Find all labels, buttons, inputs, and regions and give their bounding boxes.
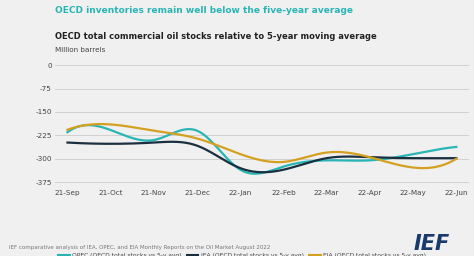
Text: OECD total commercial oil stocks relative to 5-year moving average: OECD total commercial oil stocks relativ… — [55, 32, 376, 41]
Text: IEF: IEF — [414, 234, 450, 254]
Text: IEF comparative analysis of IEA, OPEC, and EIA Monthly Reports on the Oil Market: IEF comparative analysis of IEA, OPEC, a… — [9, 244, 271, 250]
Legend: OPEC (OECD total stocks vs 5-y avg), IEA (OECD total stocks vs 5-y avg), EIA (OE: OPEC (OECD total stocks vs 5-y avg), IEA… — [55, 251, 428, 256]
Text: OECD inventories remain well below the five-year average: OECD inventories remain well below the f… — [55, 6, 353, 15]
Text: Million barrels: Million barrels — [55, 47, 105, 53]
